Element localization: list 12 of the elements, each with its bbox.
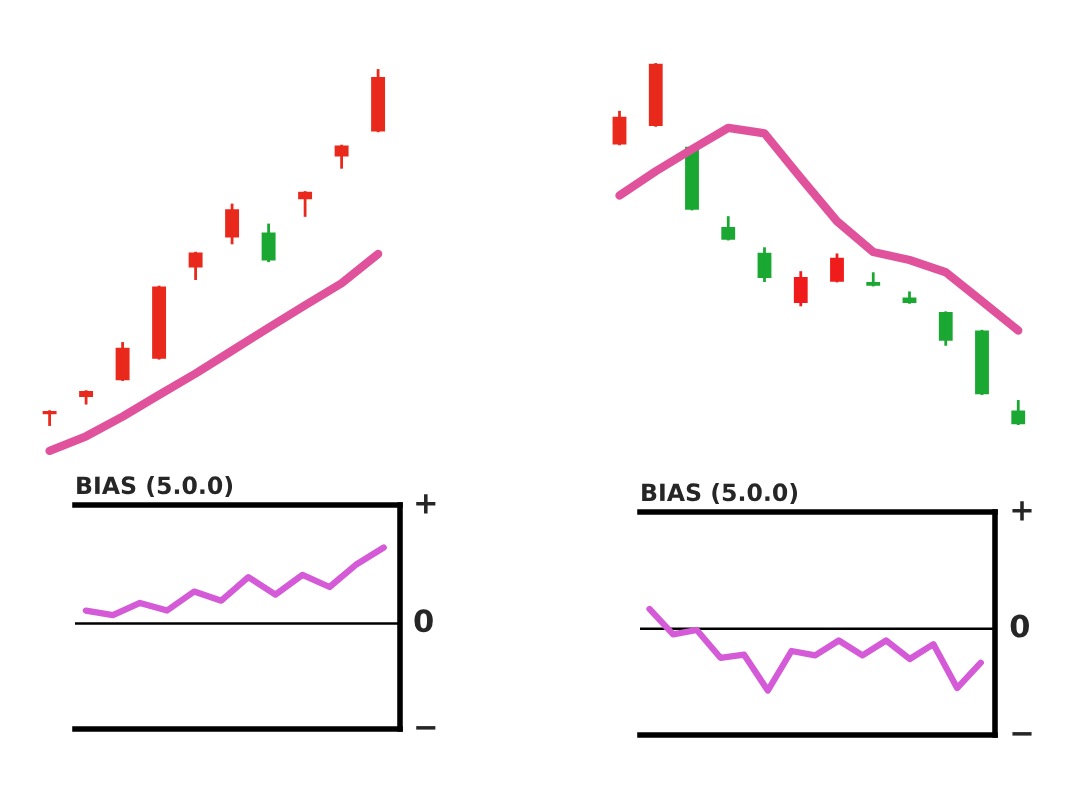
candlestick (973, 328, 991, 397)
candlestick (150, 284, 168, 361)
text: − (416, 726, 436, 730)
text: + (416, 494, 436, 514)
candlestick (296, 189, 314, 219)
chart-title: BIAS (5.0.0) (642, 482, 798, 504)
text: 0 (1010, 614, 1029, 638)
text: + (1012, 501, 1032, 521)
text: − (1012, 732, 1032, 736)
chart-title: BIAS (5.0.0) (77, 475, 233, 497)
candlestick (647, 61, 665, 129)
text: 0 (414, 609, 433, 633)
